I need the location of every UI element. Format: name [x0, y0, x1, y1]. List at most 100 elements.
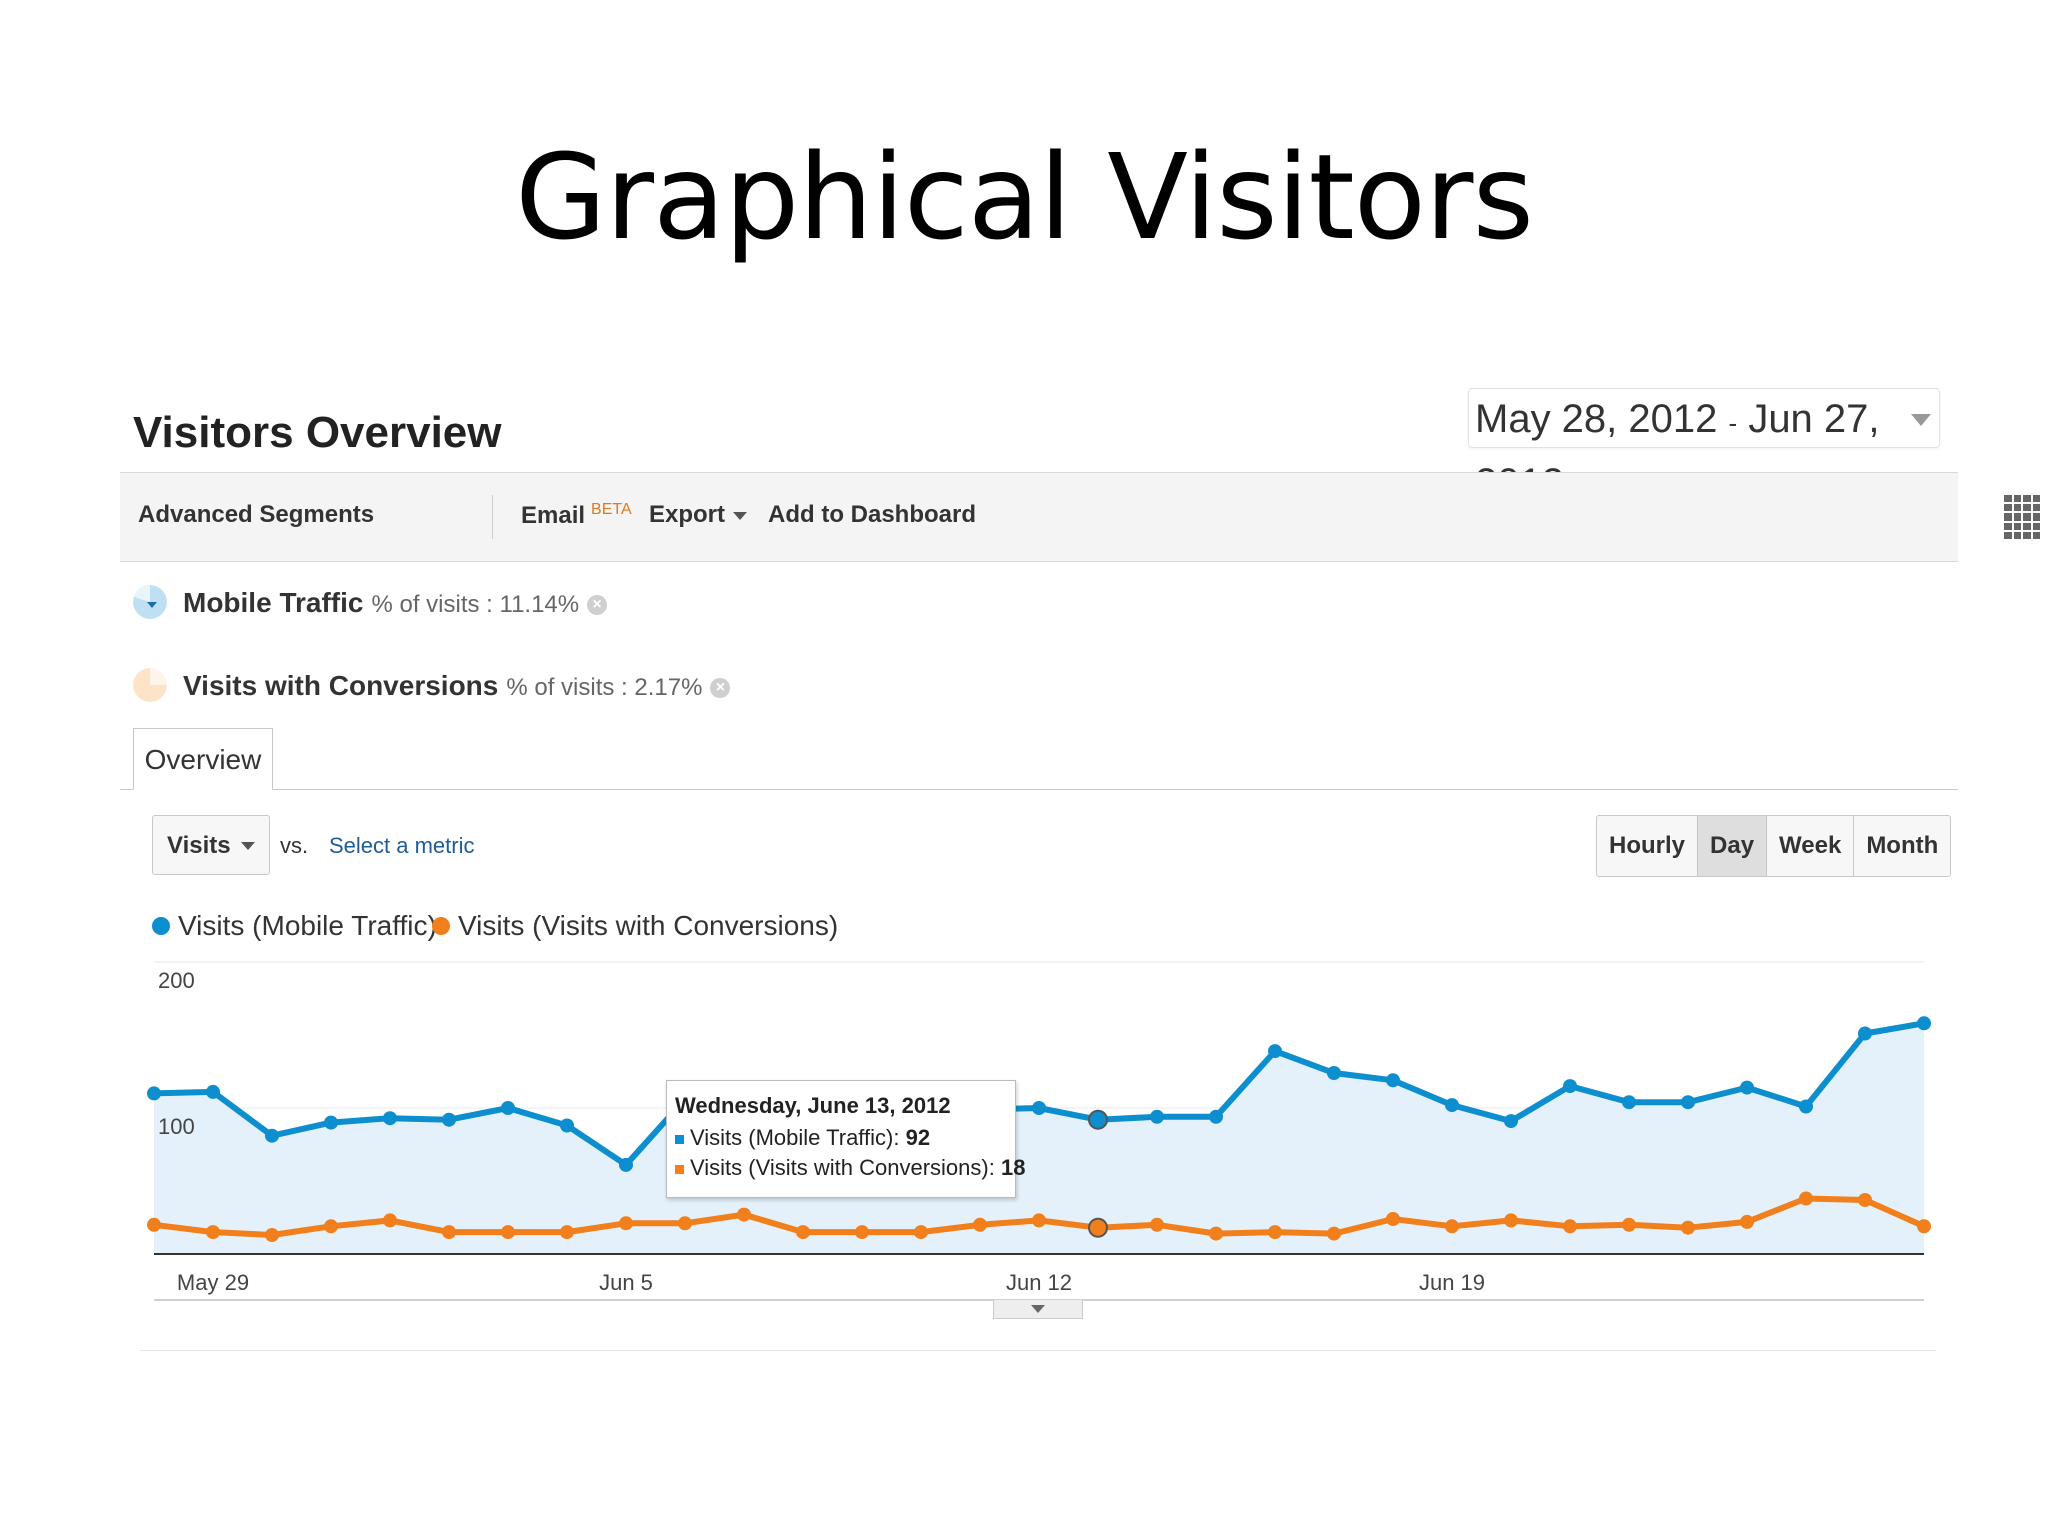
chart-expander-button[interactable] — [993, 1300, 1083, 1319]
legend-dot-icon — [432, 916, 450, 935]
legend-item-mobile[interactable]: Visits (Mobile Traffic) — [152, 910, 437, 942]
add-to-dashboard-label: Add to Dashboard — [768, 501, 976, 528]
data-point — [324, 1115, 338, 1130]
data-point — [1622, 1095, 1636, 1110]
data-point — [1858, 1193, 1872, 1207]
footer-divider — [140, 1350, 1936, 1351]
granularity-selector: Hourly Day Week Month — [1596, 815, 1952, 877]
segment-percent: % of visits : 2.17% — [506, 674, 703, 701]
data-point — [1681, 1220, 1695, 1235]
day-button[interactable]: Day — [1698, 816, 1768, 876]
month-button[interactable]: Month — [1866, 832, 1939, 859]
email-label: Email — [521, 502, 586, 529]
chart-tooltip: Wednesday, June 13, 2012 Visits (Mobile … — [666, 1080, 1025, 1198]
data-point — [1622, 1217, 1636, 1232]
data-point — [1917, 1219, 1931, 1234]
data-point — [1032, 1213, 1046, 1228]
chevron-down-icon — [733, 511, 748, 520]
data-point — [1799, 1099, 1813, 1114]
export-label: Export — [649, 501, 726, 528]
data-point — [206, 1084, 220, 1099]
data-point — [1504, 1213, 1518, 1228]
data-point — [1563, 1219, 1577, 1234]
chevron-down-icon — [1911, 414, 1931, 426]
legend-dot-icon — [152, 916, 170, 935]
data-point — [206, 1225, 220, 1240]
metric-select-value: Visits — [167, 832, 231, 859]
data-point — [973, 1217, 987, 1232]
week-button[interactable]: Week — [1767, 816, 1855, 876]
data-point — [147, 1217, 161, 1232]
data-point — [1268, 1044, 1282, 1059]
tooltip-title: Wednesday, June 13, 2012 — [675, 1093, 951, 1118]
segment-percent: % of visits : 11.14% — [371, 591, 580, 618]
data-point — [737, 1207, 751, 1222]
metric-select[interactable]: Visits — [152, 815, 270, 875]
data-point — [1740, 1080, 1754, 1095]
data-point — [1386, 1212, 1400, 1226]
data-point — [1088, 1109, 1108, 1130]
slide-title: Graphical Visitors — [515, 128, 1534, 266]
x-tick-label: Jun 19 — [1419, 1270, 1485, 1295]
remove-segment-icon[interactable]: × — [710, 677, 731, 698]
y-tick-label-100: 100 — [158, 1114, 195, 1139]
y-tick-label-200: 200 — [158, 968, 195, 993]
tooltip-value: 18 — [1000, 1155, 1026, 1180]
email-button[interactable]: Email BETA — [521, 501, 632, 530]
date-separator: - — [1728, 408, 1738, 438]
table-view-icon[interactable] — [2004, 495, 2040, 539]
data-point — [501, 1225, 515, 1240]
page-title: Visitors Overview — [133, 408, 502, 457]
beta-badge: BETA — [591, 501, 632, 518]
data-point — [1917, 1016, 1931, 1031]
x-tick-label: Jun 5 — [599, 1270, 653, 1295]
x-tick-label: Jun 12 — [1006, 1270, 1072, 1295]
data-point — [1445, 1098, 1459, 1113]
data-point — [1681, 1095, 1695, 1110]
data-point — [1386, 1073, 1400, 1088]
data-point — [442, 1112, 456, 1127]
data-point — [796, 1225, 810, 1240]
data-point — [501, 1101, 515, 1115]
data-point — [1740, 1214, 1754, 1229]
legend-label: Visits (Visits with Conversions) — [458, 910, 839, 941]
pie-icon — [133, 668, 167, 702]
data-point — [383, 1111, 397, 1126]
data-point — [1504, 1114, 1518, 1129]
legend-item-conversions[interactable]: Visits (Visits with Conversions) — [432, 910, 838, 942]
select-metric-link[interactable]: Select a metric — [329, 833, 475, 858]
chevron-down-icon — [241, 842, 255, 850]
tooltip-label: Visits (Mobile Traffic): — [690, 1125, 900, 1150]
data-point — [619, 1216, 633, 1231]
advanced-segments-label: Advanced Segments — [138, 501, 375, 528]
data-point — [147, 1086, 161, 1101]
segment-name: Visits with Conversions — [183, 670, 499, 701]
toolbar: Advanced Segments Email BETA Export Add t… — [120, 472, 2040, 562]
data-point — [1327, 1226, 1341, 1241]
data-point — [265, 1128, 279, 1143]
date-start: May 28, 2012 — [1475, 397, 1718, 441]
data-point — [914, 1225, 928, 1240]
tab-overview[interactable]: Overview — [133, 728, 273, 790]
hourly-button[interactable]: Hourly — [1597, 816, 1699, 876]
data-point — [619, 1157, 633, 1172]
toolbar-divider — [492, 495, 493, 539]
add-to-dashboard-button[interactable]: Add to Dashboard — [768, 501, 976, 529]
data-point — [855, 1225, 869, 1240]
export-button[interactable]: Export — [649, 501, 748, 529]
remove-segment-icon[interactable]: × — [587, 594, 608, 615]
data-point — [1150, 1217, 1164, 1232]
data-point — [1209, 1109, 1223, 1124]
tooltip-label: Visits (Visits with Conversions): — [690, 1155, 995, 1180]
data-point — [1327, 1066, 1341, 1080]
data-point — [678, 1216, 692, 1231]
legend-label: Visits (Mobile Traffic) — [178, 910, 437, 941]
x-tick-label: May 29 — [177, 1270, 249, 1295]
data-point — [324, 1219, 338, 1234]
data-point — [560, 1225, 574, 1240]
data-point — [265, 1228, 279, 1242]
advanced-segments-button[interactable]: Advanced Segments — [138, 501, 374, 529]
data-point — [383, 1213, 397, 1228]
tooltip-row: Visits (Mobile Traffic): 92 — [675, 1125, 1007, 1151]
data-point — [1032, 1101, 1046, 1115]
